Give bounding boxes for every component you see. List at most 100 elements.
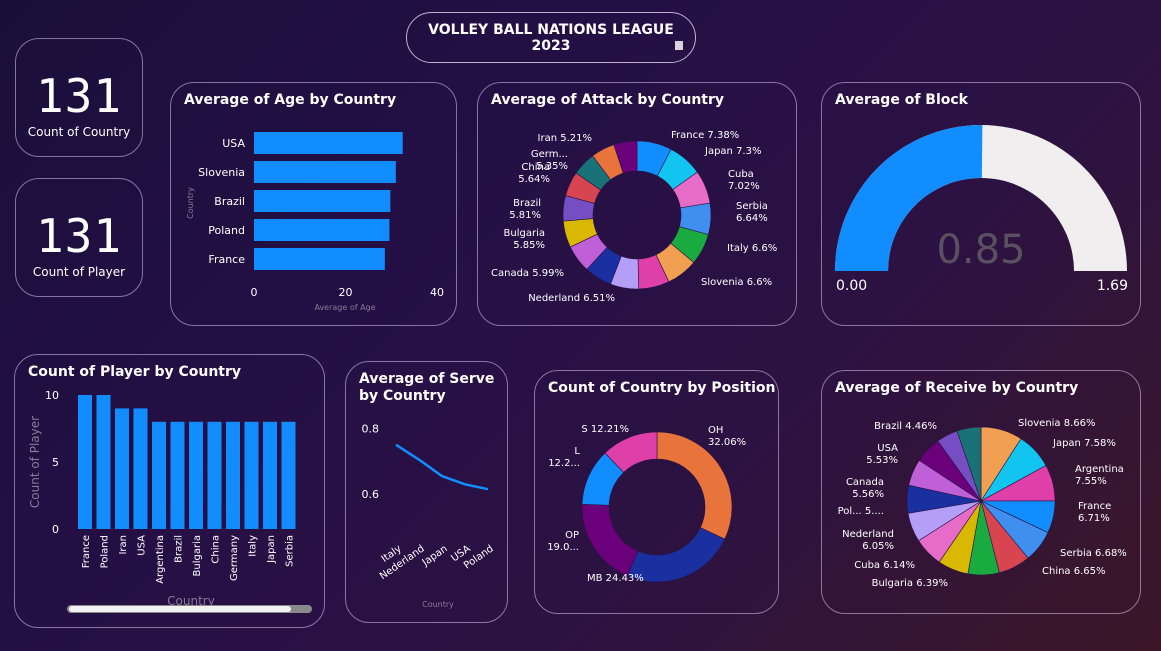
pie-data-label: 7.02% <box>728 181 760 192</box>
pie-data-label: France 7.38% <box>671 130 739 141</box>
y-axis-title: Count of Player <box>28 416 42 508</box>
pie-data-label: 7.55% <box>1075 476 1107 487</box>
serve-line <box>395 443 489 491</box>
pie-data-label: 5.81% <box>509 210 541 221</box>
pie-data-label: 32.06% <box>708 437 746 448</box>
age-chart-panel[interactable]: Average of Age by Country USA Slovenia Bra… <box>170 82 457 326</box>
bar <box>115 408 129 529</box>
pie-data-label: 5.64% <box>518 174 550 185</box>
pie-data-label: Japan 7.58% <box>1052 438 1116 449</box>
x-tick-label: Argentina <box>155 535 166 584</box>
age-bar-chart: USA Slovenia Brazil Poland France 0 20 40 Averag… <box>186 132 444 312</box>
pie-data-label: Brazil 4.46% <box>874 421 937 432</box>
player-chart-scroll-thumb[interactable] <box>69 606 291 612</box>
y-tick-label: France <box>208 253 245 266</box>
pie-data-label: Slovenia 8.66% <box>1018 418 1096 429</box>
bar <box>254 219 390 241</box>
pie-data-label: Serbia 6.68% <box>1060 548 1127 559</box>
pie-data-label: Germ... <box>531 149 568 160</box>
gauge-min-label: 0.00 <box>836 278 867 294</box>
player-chart-scrollbar[interactable] <box>67 605 312 613</box>
y-tick-label: Poland <box>208 224 245 237</box>
bar <box>133 408 148 529</box>
dashboard-title-box: VOLLEY BALL NATIONS LEAGUE 2023 <box>406 12 696 63</box>
y-tick-label: 0 <box>52 523 59 536</box>
serve-chart-title: Average of Serve by Country <box>359 371 495 404</box>
x-tick-label: Japan <box>266 535 277 564</box>
pie-data-label: 5.35% <box>536 161 568 172</box>
attack-chart-panel[interactable]: Average of Attack by Country France 7.38… <box>477 82 797 326</box>
y-tick-label: USA <box>222 137 245 150</box>
bar <box>263 421 277 529</box>
pie-data-label: Italy 6.6% <box>727 243 777 254</box>
pie-data-label: OH <box>708 425 723 436</box>
gauge-value: 0.85 <box>936 227 1025 273</box>
x-tick-label: Brazil <box>174 535 185 563</box>
x-tick-label: Germany <box>229 535 240 581</box>
x-tick-label: 20 <box>339 286 353 299</box>
pie-data-label: France <box>1078 501 1111 512</box>
pie-data-label: China <box>521 162 550 173</box>
pie-data-label: 6.05% <box>862 541 894 552</box>
bar <box>254 190 391 212</box>
x-tick-label: Poland <box>100 535 111 568</box>
pie-data-label: 19.0... <box>547 542 579 553</box>
pie-slice <box>604 431 658 473</box>
pie-data-label: China 6.65% <box>1042 566 1106 577</box>
gauge-fill <box>835 124 983 271</box>
pie-slice <box>581 503 639 577</box>
receive-chart-panel[interactable]: Average of Receive by Country Slovenia 8… <box>821 370 1141 614</box>
player-chart-panel[interactable]: Count of Player by Country 0 5 10 France Pol… <box>14 354 325 628</box>
pie-data-label: 5.56% <box>852 489 884 500</box>
x-tick-label: Italy <box>248 535 259 557</box>
serve-chart-panel[interactable]: Average of Serve by Country 0.8 0.6 Italy N… <box>345 361 508 623</box>
bar <box>226 421 240 529</box>
pie-data-label: Bulgaria <box>504 228 545 239</box>
bar <box>96 395 111 529</box>
pie-data-label: OP <box>565 530 579 541</box>
x-tick-label: USA <box>137 535 148 556</box>
pie-data-label: Canada 5.99% <box>491 268 564 279</box>
resize-handle-icon[interactable] <box>675 41 683 50</box>
pie-data-label: MB 24.43% <box>587 573 644 584</box>
x-tick-label: 40 <box>430 286 444 299</box>
dashboard-title: VOLLEY BALL NATIONS LEAGUE 2023 <box>428 22 674 54</box>
kpi-card-player: 131 Count of Player <box>15 178 143 297</box>
x-tick-label: Japan <box>420 543 450 569</box>
kpi-value-player: 131 <box>35 209 123 263</box>
block-gauge-chart: 0.85 0.00 1.69 <box>835 124 1128 294</box>
pie-data-label: Pol... 5.... <box>838 506 884 517</box>
pie-data-label: Japan 7.3% <box>704 146 761 157</box>
x-tick-label: 0 <box>251 286 258 299</box>
age-chart-title: Average of Age by Country <box>184 92 397 108</box>
kpi-card-country: 131 Count of Country <box>15 38 143 157</box>
pie-data-label: Iran 5.21% <box>538 133 592 144</box>
bar <box>244 421 259 529</box>
kpi-label-country: Count of Country <box>27 125 131 139</box>
y-tick-label: 0.6 <box>362 488 380 501</box>
pie-data-label: Argentina <box>1075 464 1124 475</box>
gauge-max-label: 1.69 <box>1097 278 1128 294</box>
pie-slice <box>956 426 982 502</box>
x-tick-label: Serbia <box>285 535 296 567</box>
y-tick-label: Brazil <box>214 195 245 208</box>
position-chart-panel[interactable]: Count of Country by Position OH 32.06% MB … <box>534 370 779 614</box>
pie-data-label: Cuba 6.14% <box>854 560 915 571</box>
pie-data-label: Nederland <box>842 529 894 540</box>
block-gauge-panel[interactable]: Average of Block 0.85 0.00 1.69 <box>821 82 1141 326</box>
x-axis-title: Country <box>422 600 454 609</box>
bar <box>189 421 203 529</box>
y-axis-title: Country <box>186 187 195 219</box>
attack-chart-title: Average of Attack by Country <box>491 92 725 108</box>
bar <box>152 421 166 529</box>
pie-data-label: Serbia <box>736 201 768 212</box>
y-tick-label: Slovenia <box>198 166 245 179</box>
pie-data-label: USA <box>877 443 898 454</box>
pie-data-label: Cuba <box>728 169 754 180</box>
pie-data-label: Canada <box>846 477 884 488</box>
x-tick-label: Bulgaria <box>192 535 203 576</box>
kpi-value-country: 131 <box>35 69 123 123</box>
